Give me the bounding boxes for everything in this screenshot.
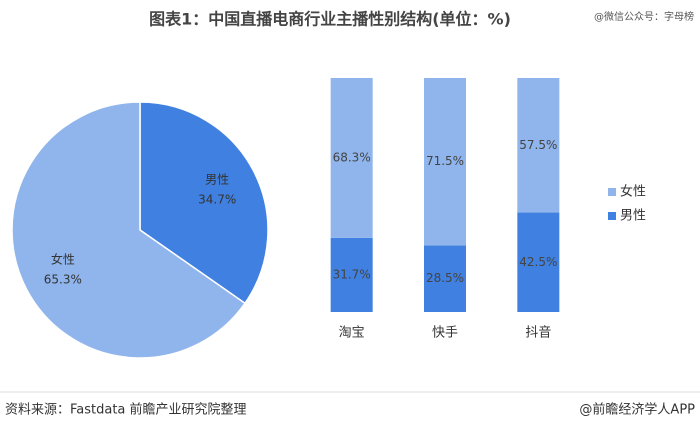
legend-label: 男性	[620, 209, 646, 224]
source: 资料来源：Fastdata 前瞻产业研究院整理	[5, 402, 247, 418]
legend-swatch	[608, 188, 616, 196]
bar	[517, 212, 560, 312]
value-label: 71.5%	[426, 154, 464, 168]
value-label: 57.5%	[519, 138, 557, 152]
value-label: 42.5%	[519, 255, 557, 269]
bar	[330, 237, 373, 312]
slice-label: 34.7%	[198, 192, 236, 206]
x-tick-label: 抖音	[525, 325, 551, 341]
slice-name: 男性	[205, 172, 229, 186]
bar	[517, 78, 560, 213]
slice-name: 女性	[51, 252, 75, 267]
value-label: 28.5%	[426, 271, 464, 285]
bar	[424, 245, 466, 312]
x-tick-label: 淘宝	[339, 326, 365, 341]
pie-slice	[139, 101, 269, 305]
chart-title: 图表1：中国直播电商行业主播性别结构(单位：%)	[149, 10, 511, 29]
watermark: @微信公众号：字母榜	[594, 10, 694, 23]
pie-slice	[11, 101, 246, 359]
value-label: 68.3%	[333, 150, 371, 164]
bar	[424, 78, 466, 246]
slice-label: 65.3%	[44, 273, 82, 287]
bar	[330, 78, 373, 238]
legend-swatch	[608, 212, 616, 220]
legend-label: 女性	[620, 184, 646, 200]
credit: @前瞻经济学人APP	[579, 402, 695, 418]
value-label: 31.7%	[333, 267, 371, 281]
x-tick-label: 快手	[432, 326, 458, 341]
